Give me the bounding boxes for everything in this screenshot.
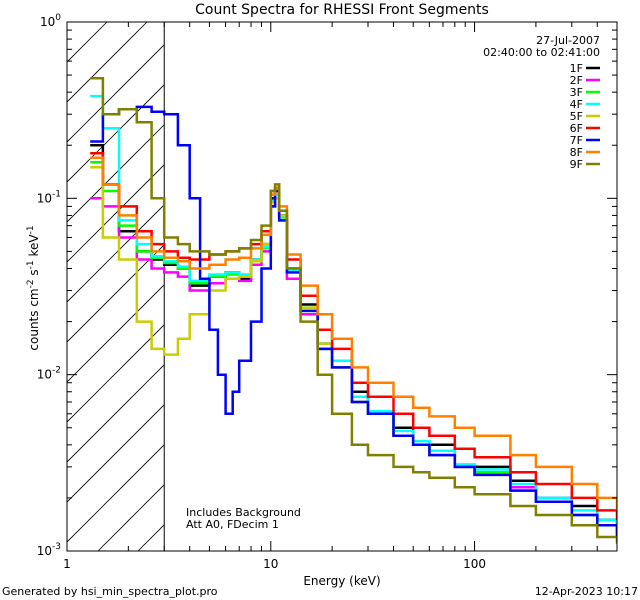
y-tick-base: 10 <box>40 15 55 29</box>
legend-date: 27-Jul-2007 <box>536 34 600 47</box>
footer-generated-by: Generated by hsi_min_spectra_plot.pro <box>2 585 218 598</box>
y-label-main: counts cm <box>27 288 41 350</box>
y-label-exp2: -1 <box>26 260 36 269</box>
legend-label-7F: 7F <box>570 134 583 147</box>
hatch-line-9 <box>67 284 165 383</box>
hatch-line-2 <box>67 22 148 103</box>
hatch-line-4 <box>67 84 165 183</box>
hatch-line-10 <box>67 324 165 423</box>
plot-frame <box>66 21 618 552</box>
legend-label-9F: 9F <box>570 158 583 171</box>
hatch-line-1 <box>67 22 108 63</box>
legend-label-4F: 4F <box>570 98 583 111</box>
y-tick-label-0: 100 <box>40 13 61 29</box>
y-label-exp3: -1 <box>26 225 36 234</box>
annotation-background: Includes Background <box>186 506 301 519</box>
footer-timestamp: 12-Apr-2023 10:17 <box>535 585 638 598</box>
y-tick-base: 10 <box>37 368 52 382</box>
y-tick-base: 10 <box>37 191 52 205</box>
y-tick-label--1: 10-1 <box>37 189 61 205</box>
legend-label-8F: 8F <box>570 146 583 159</box>
hatch-line-8 <box>67 244 165 343</box>
legend-time-range: 02:40:00 to 02:41:00 <box>483 46 600 59</box>
legend-label-5F: 5F <box>570 110 583 123</box>
y-tick-label--2: 10-2 <box>37 366 61 382</box>
hatch-line-15 <box>137 524 165 551</box>
x-tick-label-1: 1 <box>63 557 71 571</box>
hatch-line-5 <box>67 124 165 223</box>
series-line-7F <box>90 105 617 537</box>
hatch-line-3 <box>67 44 165 143</box>
series-line-8F <box>90 156 617 511</box>
legend-label-3F: 3F <box>570 86 583 99</box>
legend-label-1F: 1F <box>570 62 583 75</box>
x-tick-label-100: 100 <box>463 557 486 571</box>
hatch-line-14 <box>97 484 165 551</box>
hatch-line-11 <box>67 364 165 463</box>
hatch-line-13 <box>67 444 165 543</box>
y-tick-base: 10 <box>37 544 52 558</box>
legend-label-2F: 2F <box>570 74 583 87</box>
x-axis-label: Energy (keV) <box>303 574 380 588</box>
series-line-5F <box>90 166 617 537</box>
y-tick-exponent: 0 <box>55 13 61 23</box>
background-hatched-region <box>67 22 165 551</box>
series-line-1F <box>90 144 617 531</box>
series-group <box>90 76 617 544</box>
y-tick-exponent: -2 <box>52 366 61 376</box>
chart-title: Count Spectra for RHESSI Front Segments <box>195 2 489 18</box>
legend-label-6F: 6F <box>570 122 583 135</box>
x-tick-label-10: 10 <box>263 557 278 571</box>
annotation-attenuator: Att A0, FDecim 1 <box>186 518 279 531</box>
series-line-3F <box>90 161 617 537</box>
y-label-exp1: -2 <box>26 279 36 288</box>
hatch-line-7 <box>67 204 165 303</box>
y-tick-exponent: -1 <box>52 189 61 199</box>
y-tick-label--3: 10-3 <box>37 542 61 558</box>
series-line-6F <box>90 152 617 520</box>
y-label-mid: s <box>27 269 41 279</box>
y-tick-exponent: -3 <box>52 542 61 552</box>
series-line-9F <box>90 76 617 544</box>
y-label-tail: keV <box>27 234 41 261</box>
y-axis-label: counts cm-2 s-1 keV-1 <box>26 225 41 350</box>
hatch-line-12 <box>67 404 165 503</box>
